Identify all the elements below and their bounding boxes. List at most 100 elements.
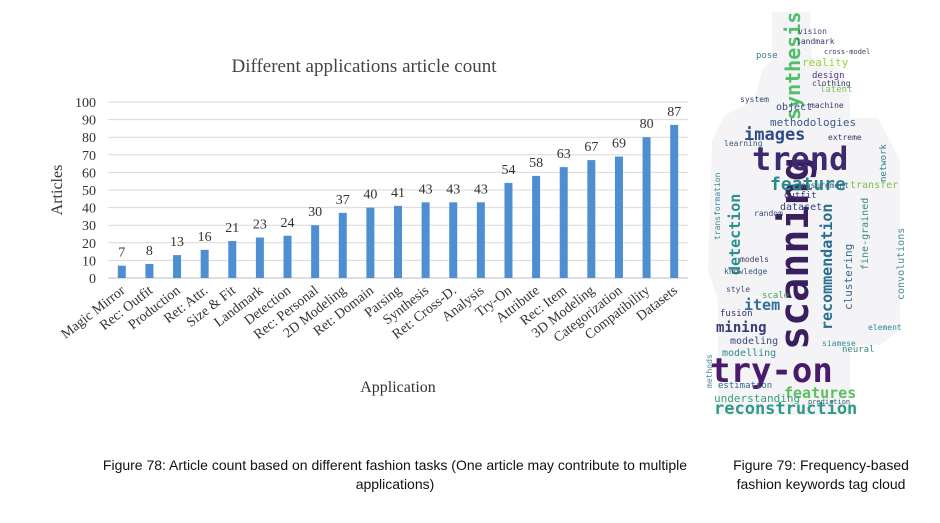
cloud-word: convolutions — [896, 228, 907, 300]
cloud-word: reconstruction — [714, 399, 857, 419]
y-tick-label: 10 — [82, 254, 96, 269]
cloud-mask-shape — [708, 12, 900, 415]
figure-78-caption: Figure 78: Article count based on differ… — [102, 457, 688, 492]
cloud-word: measurement — [796, 181, 849, 190]
bar — [421, 202, 430, 278]
bar — [670, 124, 679, 278]
cloud-word: fine-grained — [860, 198, 871, 270]
cloud-word: clustering — [842, 244, 855, 310]
cloud-word: understanding — [714, 392, 800, 405]
y-tick-label: 40 — [82, 202, 96, 217]
cloud-word: modelling — [722, 348, 776, 359]
cloud-word: try-on — [710, 351, 833, 391]
bar-value-label: 24 — [281, 216, 295, 231]
cloud-word: item — [744, 296, 780, 314]
cloud-word: transformation — [713, 172, 722, 240]
cloud-word: element — [868, 323, 902, 332]
bar — [366, 207, 375, 278]
bar — [394, 205, 402, 278]
bar-value-label: 37 — [336, 193, 350, 208]
cloud-word: clothing — [812, 79, 851, 88]
data-labels: 7 8 13 16 21 23 24 30 37 40 41 43 43 43 54 58 63 67 69 80 87 — [118, 105, 681, 261]
cloud-word: reality — [802, 56, 849, 69]
bar — [476, 202, 485, 278]
cloud-word: design — [812, 71, 845, 81]
cloud-word: random — [754, 209, 783, 218]
cloud-word: learning — [724, 139, 763, 148]
cloud-word: fusion — [720, 309, 753, 319]
cloud-word: landmark — [796, 37, 835, 46]
bar — [449, 202, 458, 278]
bar-chart: Different applications article count Art… — [49, 56, 688, 396]
cloud-word: images — [744, 125, 805, 145]
bar-value-label: 67 — [584, 140, 598, 155]
cloud-word: modeling — [730, 336, 778, 347]
cloud-word: trend — [752, 140, 848, 178]
cloud-word: estimation — [718, 381, 772, 391]
y-axis-label: Articles — [49, 165, 66, 216]
cloud-word: dataset — [780, 202, 822, 213]
cloud-word: extreme — [828, 133, 862, 142]
bar-value-label: 40 — [363, 188, 377, 203]
cloud-word: methods — [705, 354, 714, 388]
y-tick-label: 0 — [89, 272, 96, 287]
bar — [338, 212, 347, 278]
y-tick-label: 80 — [82, 131, 96, 146]
cloud-word: feature — [770, 174, 846, 195]
cloud-word: outfit — [784, 191, 817, 201]
bar-value-label: 41 — [391, 186, 405, 201]
tag-cloud-figure-79: scanning try-on trend images feature reconstr… — [700, 0, 930, 440]
cloud-word: detection — [726, 194, 744, 275]
bar-value-label: 54 — [501, 163, 515, 178]
bar — [255, 237, 264, 278]
y-tick-label: 60 — [82, 166, 96, 181]
cloud-word: mining — [716, 320, 767, 336]
bar — [504, 182, 513, 278]
bar-value-label: 43 — [419, 182, 433, 197]
bar-value-label: 30 — [308, 205, 322, 220]
y-tick-label: 70 — [82, 149, 96, 164]
bar-value-label: 43 — [474, 182, 488, 197]
cloud-word: transfer — [850, 180, 898, 191]
cloud-word: methodologies — [770, 116, 856, 129]
bar — [200, 249, 209, 278]
bar-value-label: 58 — [529, 156, 543, 171]
cloud-word: cross-model — [824, 48, 870, 56]
y-tick-label: 100 — [75, 96, 96, 111]
cloud-word: scanning — [772, 157, 818, 350]
bar-value-label: 80 — [640, 117, 654, 132]
bar — [532, 175, 541, 278]
bar — [559, 167, 568, 278]
cloud-word: vision — [798, 27, 827, 36]
bar — [311, 225, 320, 278]
cloud-word: scale — [762, 291, 789, 301]
bar — [642, 137, 651, 278]
bar-value-label: 16 — [198, 230, 212, 245]
bar — [145, 263, 154, 278]
cloud-word: network — [879, 143, 889, 182]
bar-value-label: 43 — [446, 182, 460, 197]
bars — [117, 124, 679, 278]
bar — [587, 160, 596, 278]
y-tick-label: 20 — [82, 237, 96, 252]
bar-value-label: 23 — [253, 218, 267, 233]
cloud-word: features — [784, 384, 856, 402]
cloud-word: pose — [756, 51, 778, 61]
bar — [283, 235, 292, 278]
y-tick-label: 90 — [82, 114, 96, 129]
cloud-word: models — [740, 255, 769, 264]
chart-title: Different applications article count — [231, 56, 497, 77]
bar-value-label: 63 — [557, 147, 571, 162]
bar-value-label: 69 — [612, 137, 626, 152]
bar-value-label: 87 — [667, 105, 681, 120]
cloud-word: neural — [842, 345, 875, 355]
cloud-word: knowledge — [724, 267, 768, 276]
y-tick-label: 50 — [82, 184, 96, 199]
figure-79-caption: Figure 79: Frequency-based fashion keywo… — [733, 457, 909, 492]
y-tick-label: 30 — [82, 219, 96, 234]
cloud-word: latent — [820, 85, 853, 95]
